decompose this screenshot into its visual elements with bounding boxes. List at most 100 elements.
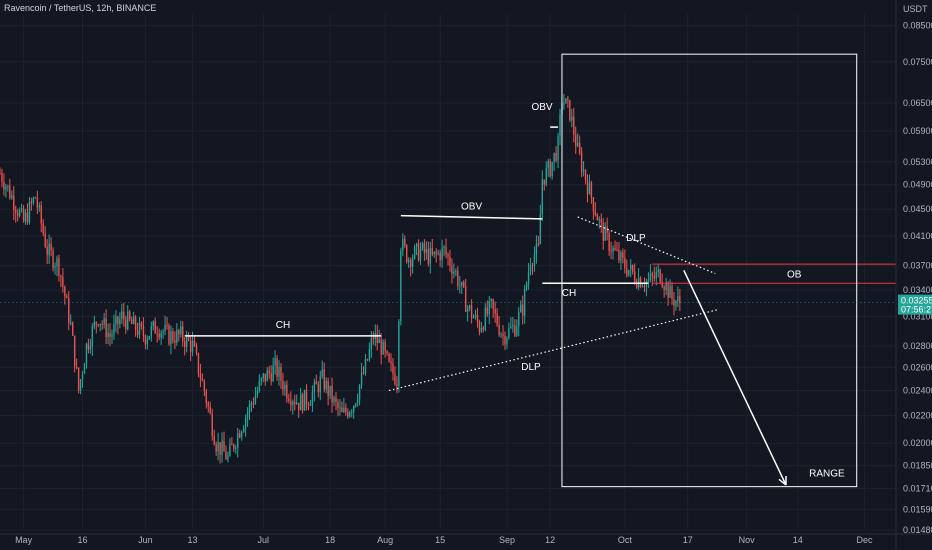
candle-body[interactable]: [488, 300, 490, 315]
candle-body[interactable]: [134, 316, 137, 331]
candle-body[interactable]: [144, 335, 147, 345]
candle-body[interactable]: [15, 210, 17, 213]
candle-body[interactable]: [0, 173, 1, 175]
candle-body[interactable]: [264, 373, 266, 382]
candle-body[interactable]: [123, 311, 125, 320]
candle-body[interactable]: [553, 152, 555, 162]
candle-body[interactable]: [217, 442, 219, 452]
candle-body[interactable]: [44, 233, 46, 247]
candle-body[interactable]: [81, 373, 84, 380]
candle-body[interactable]: [77, 367, 80, 391]
candle-body[interactable]: [97, 324, 99, 326]
candle-body[interactable]: [34, 197, 37, 199]
candle-body[interactable]: [54, 266, 56, 268]
candle-body[interactable]: [663, 286, 665, 290]
candle-body[interactable]: [246, 412, 249, 418]
candle-body[interactable]: [679, 296, 681, 304]
candle-body[interactable]: [592, 197, 595, 212]
candle-body[interactable]: [484, 307, 487, 330]
candle-body[interactable]: [490, 299, 492, 301]
candle-body[interactable]: [504, 335, 506, 345]
candle-body[interactable]: [150, 326, 152, 337]
candle-body[interactable]: [111, 334, 113, 337]
candle-body[interactable]: [294, 401, 296, 405]
candle-body[interactable]: [482, 327, 485, 330]
candle-body[interactable]: [347, 411, 349, 417]
candle-body[interactable]: [105, 318, 107, 338]
candle-body[interactable]: [531, 265, 534, 267]
candle-body[interactable]: [584, 169, 587, 181]
candle-body[interactable]: [341, 407, 343, 412]
candle-body[interactable]: [252, 403, 255, 405]
candle-body[interactable]: [103, 318, 105, 325]
candle-body[interactable]: [382, 341, 384, 355]
candle-body[interactable]: [557, 136, 559, 161]
candle-body[interactable]: [189, 340, 192, 352]
candle-body[interactable]: [423, 243, 426, 253]
candle-body[interactable]: [70, 322, 72, 324]
candle-body[interactable]: [352, 406, 355, 412]
candle-body[interactable]: [366, 359, 369, 361]
candle-body[interactable]: [227, 455, 229, 460]
candle-body[interactable]: [596, 215, 599, 221]
candle-body[interactable]: [24, 212, 27, 222]
candle-body[interactable]: [459, 285, 461, 287]
candle-body[interactable]: [140, 322, 143, 327]
candle-body[interactable]: [655, 272, 657, 279]
candle-body[interactable]: [268, 370, 270, 374]
candle-body[interactable]: [406, 245, 408, 262]
candle-body[interactable]: [464, 286, 467, 312]
candle-body[interactable]: [390, 361, 392, 364]
candle-body[interactable]: [60, 275, 62, 277]
candle-body[interactable]: [388, 353, 390, 362]
candle-body[interactable]: [119, 318, 121, 325]
candle-body[interactable]: [677, 296, 679, 301]
candle-body[interactable]: [66, 296, 68, 299]
candle-body[interactable]: [3, 182, 5, 190]
candle-body[interactable]: [203, 380, 206, 392]
candle-body[interactable]: [158, 333, 160, 338]
candle-body[interactable]: [449, 256, 451, 267]
candle-body[interactable]: [276, 358, 278, 377]
candle-body[interactable]: [11, 195, 13, 199]
candle-body[interactable]: [38, 205, 40, 208]
candle-body[interactable]: [433, 251, 435, 255]
candle-body[interactable]: [573, 116, 575, 135]
candle-body[interactable]: [539, 214, 542, 245]
candle-body[interactable]: [398, 321, 400, 387]
candle-body[interactable]: [313, 381, 316, 393]
candle-body[interactable]: [498, 324, 500, 335]
candle-body[interactable]: [195, 346, 198, 354]
candle-body[interactable]: [199, 373, 202, 379]
candle-body[interactable]: [653, 275, 656, 279]
candle-body[interactable]: [451, 266, 453, 275]
candle-body[interactable]: [166, 324, 168, 326]
candle-body[interactable]: [466, 308, 469, 312]
candle-body[interactable]: [229, 444, 231, 456]
candle-body[interactable]: [130, 319, 133, 324]
candle-body[interactable]: [651, 273, 654, 276]
candle-body[interactable]: [311, 392, 314, 405]
candle-body[interactable]: [541, 179, 544, 215]
candle-body[interactable]: [443, 246, 445, 248]
candle-body[interactable]: [563, 103, 565, 105]
candle-body[interactable]: [321, 369, 323, 377]
candle-body[interactable]: [408, 259, 410, 262]
candle-body[interactable]: [474, 314, 477, 318]
candle-body[interactable]: [461, 281, 463, 286]
candle-body[interactable]: [547, 161, 549, 168]
candle-body[interactable]: [115, 316, 117, 324]
candle-body[interactable]: [13, 195, 15, 211]
candle-body[interactable]: [453, 271, 455, 275]
candle-body[interactable]: [109, 332, 111, 337]
candle-body[interactable]: [327, 380, 329, 396]
candle-body[interactable]: [136, 330, 139, 335]
candle-body[interactable]: [612, 247, 614, 252]
candle-body[interactable]: [569, 100, 571, 121]
candle-body[interactable]: [107, 332, 109, 338]
candle-body[interactable]: [256, 390, 259, 396]
candle-body[interactable]: [156, 333, 158, 335]
candle-body[interactable]: [537, 243, 540, 245]
candle-body[interactable]: [154, 321, 156, 334]
candle-body[interactable]: [305, 389, 308, 405]
